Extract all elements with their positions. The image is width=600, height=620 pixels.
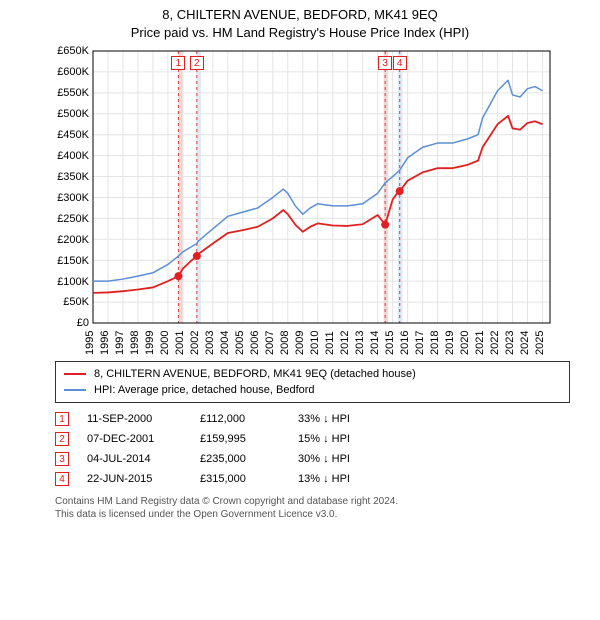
y-tick-label: £200K xyxy=(45,234,89,246)
y-tick-label: £600K xyxy=(45,66,89,78)
page-container: 8, CHILTERN AVENUE, BEDFORD, MK41 9EQ Pr… xyxy=(0,0,600,521)
x-tick-label: 2025 xyxy=(533,331,545,355)
event-marker-2: 2 xyxy=(190,56,204,70)
event-delta: 30% ↓ HPI xyxy=(298,453,350,465)
title-block: 8, CHILTERN AVENUE, BEDFORD, MK41 9EQ Pr… xyxy=(0,0,600,46)
event-row: 4 22-JUN-2015 £315,000 13% ↓ HPI xyxy=(55,469,570,489)
event-delta: 13% ↓ HPI xyxy=(298,473,350,485)
x-tick-label: 2022 xyxy=(488,331,500,355)
x-tick-label: 2016 xyxy=(398,331,410,355)
y-tick-label: £500K xyxy=(45,108,89,120)
footer-line1: Contains HM Land Registry data © Crown c… xyxy=(55,495,570,508)
x-tick-label: 2009 xyxy=(294,331,306,355)
y-tick-label: £350K xyxy=(45,171,89,183)
event-row: 2 07-DEC-2001 £159,995 15% ↓ HPI xyxy=(55,429,570,449)
x-tick-label: 2006 xyxy=(249,331,261,355)
event-delta: 15% ↓ HPI xyxy=(298,433,350,445)
event-price: £159,995 xyxy=(200,433,280,445)
y-tick-label: £450K xyxy=(45,129,89,141)
chart-svg xyxy=(45,46,555,351)
event-date: 11-SEP-2000 xyxy=(87,413,182,425)
x-tick-label: 2002 xyxy=(189,331,201,355)
legend-label-property: 8, CHILTERN AVENUE, BEDFORD, MK41 9EQ (d… xyxy=(94,368,416,380)
y-tick-label: £0 xyxy=(45,317,89,329)
event-marker: 3 xyxy=(55,452,69,466)
arrow-down-icon: ↓ xyxy=(323,413,329,425)
title-line2: Price paid vs. HM Land Registry's House … xyxy=(0,24,600,42)
attribution-footer: Contains HM Land Registry data © Crown c… xyxy=(55,495,570,521)
legend-swatch-hpi xyxy=(64,389,86,391)
x-tick-label: 2004 xyxy=(219,331,231,355)
event-price: £235,000 xyxy=(200,453,280,465)
x-tick-label: 2020 xyxy=(458,331,470,355)
x-tick-label: 2012 xyxy=(338,331,350,355)
arrow-down-icon: ↓ xyxy=(323,453,329,465)
x-tick-label: 2001 xyxy=(174,331,186,355)
event-date: 22-JUN-2015 xyxy=(87,473,182,485)
y-tick-label: £100K xyxy=(45,276,89,288)
x-tick-label: 2000 xyxy=(159,331,171,355)
legend: 8, CHILTERN AVENUE, BEDFORD, MK41 9EQ (d… xyxy=(55,361,570,403)
event-price: £112,000 xyxy=(200,413,280,425)
y-tick-label: £650K xyxy=(45,45,89,57)
legend-label-hpi: HPI: Average price, detached house, Bedf… xyxy=(94,384,315,396)
event-marker-1: 1 xyxy=(171,56,185,70)
x-tick-label: 2013 xyxy=(353,331,365,355)
x-tick-label: 2008 xyxy=(279,331,291,355)
y-tick-label: £250K xyxy=(45,213,89,225)
x-tick-label: 2021 xyxy=(473,331,485,355)
x-tick-label: 2007 xyxy=(264,331,276,355)
x-tick-label: 2024 xyxy=(518,331,530,355)
y-tick-label: £300K xyxy=(45,192,89,204)
event-price: £315,000 xyxy=(200,473,280,485)
x-tick-label: 2014 xyxy=(368,331,380,355)
event-marker-3: 3 xyxy=(378,56,392,70)
x-tick-label: 2005 xyxy=(234,331,246,355)
event-row: 1 11-SEP-2000 £112,000 33% ↓ HPI xyxy=(55,409,570,429)
x-tick-label: 1996 xyxy=(99,331,111,355)
x-tick-label: 2010 xyxy=(309,331,321,355)
event-row: 3 04-JUL-2014 £235,000 30% ↓ HPI xyxy=(55,449,570,469)
y-tick-label: £400K xyxy=(45,150,89,162)
x-tick-label: 1997 xyxy=(114,331,126,355)
event-delta: 33% ↓ HPI xyxy=(298,413,350,425)
legend-item-property: 8, CHILTERN AVENUE, BEDFORD, MK41 9EQ (d… xyxy=(64,366,561,382)
footer-line2: This data is licensed under the Open Gov… xyxy=(55,508,570,521)
x-tick-label: 2017 xyxy=(413,331,425,355)
title-line1: 8, CHILTERN AVENUE, BEDFORD, MK41 9EQ xyxy=(0,6,600,24)
event-date: 04-JUL-2014 xyxy=(87,453,182,465)
y-tick-label: £50K xyxy=(45,296,89,308)
x-tick-label: 1995 xyxy=(84,331,96,355)
x-tick-label: 2019 xyxy=(443,331,455,355)
x-tick-label: 2011 xyxy=(324,332,336,356)
x-tick-label: 2023 xyxy=(503,331,515,355)
event-marker: 2 xyxy=(55,432,69,446)
arrow-down-icon: ↓ xyxy=(323,473,329,485)
arrow-down-icon: ↓ xyxy=(323,433,329,445)
x-tick-label: 1998 xyxy=(129,331,141,355)
legend-swatch-property xyxy=(64,373,86,375)
y-tick-label: £550K xyxy=(45,87,89,99)
x-tick-label: 2003 xyxy=(204,331,216,355)
x-tick-label: 2018 xyxy=(428,331,440,355)
event-date: 07-DEC-2001 xyxy=(87,433,182,445)
event-marker-4: 4 xyxy=(393,56,407,70)
legend-item-hpi: HPI: Average price, detached house, Bedf… xyxy=(64,382,561,398)
y-tick-label: £150K xyxy=(45,255,89,267)
event-marker: 4 xyxy=(55,472,69,486)
chart-area: £0 £50K £100K £150K £200K £250K £300K £350K £400… xyxy=(45,46,555,351)
x-tick-label: 2015 xyxy=(383,331,395,355)
event-marker: 1 xyxy=(55,412,69,426)
events-table: 1 11-SEP-2000 £112,000 33% ↓ HPI 2 07-DEC-200… xyxy=(55,409,570,489)
x-tick-label: 1999 xyxy=(144,331,156,355)
